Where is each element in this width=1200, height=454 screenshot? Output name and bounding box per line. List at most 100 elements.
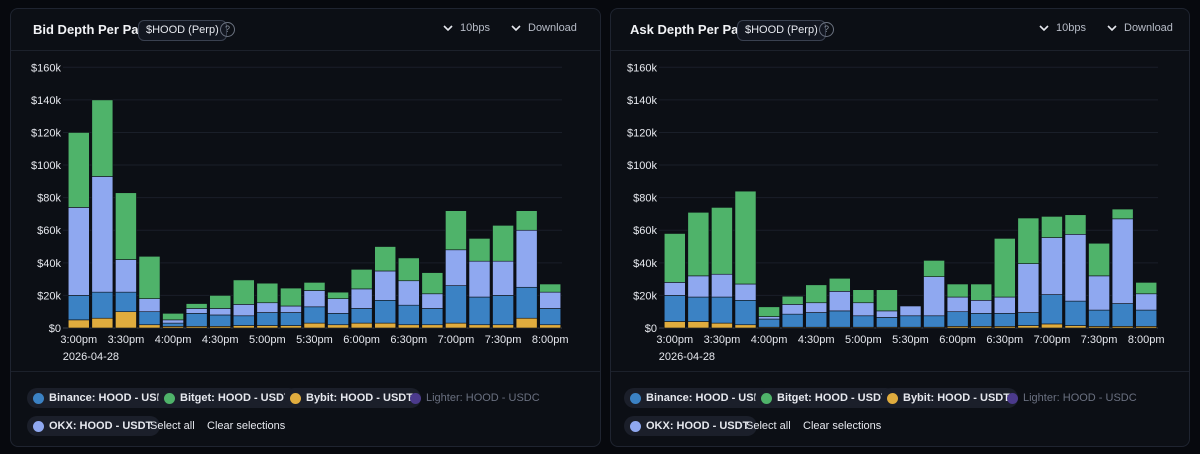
x-date-label: 2026-04-28	[63, 351, 119, 363]
y-tick-label: $60k	[633, 225, 657, 237]
x-tick-label: 6:00pm	[939, 334, 976, 346]
bar-segment-bitget	[1064, 214, 1087, 235]
bar-segment-okx	[687, 275, 710, 298]
bar-segment-binance	[115, 291, 137, 313]
bar-segment-okx	[91, 176, 114, 293]
legend-swatch	[33, 392, 44, 404]
bar-segment-okx	[734, 283, 757, 301]
download-dropdown[interactable]: Download	[1106, 22, 1173, 34]
bar-segment-binance	[492, 295, 514, 326]
legend-item-binance[interactable]: Binance: HOOD - USDT	[624, 388, 777, 408]
bar-segment-binance	[327, 313, 349, 326]
bar-segment-bybit	[1041, 323, 1063, 329]
panel-header: Ask Depth Per Pair $HOOD (Perp) ? 10bps …	[611, 9, 1189, 51]
x-tick-label: 3:00pm	[60, 334, 97, 346]
bar-segment-binance	[374, 300, 397, 324]
legend-item-binance[interactable]: Binance: HOOD - USDT	[27, 388, 180, 408]
bar-segment-bybit	[397, 324, 420, 329]
legend-item-okx[interactable]: OKX: HOOD - USDT	[27, 416, 161, 436]
bar-segment-okx	[280, 305, 302, 313]
bar-segment-bybit	[350, 322, 373, 329]
x-tick-label: 7:00pm	[438, 334, 475, 346]
legend-label: OKX: HOOD - USDT	[646, 420, 750, 432]
download-label: Download	[1124, 22, 1173, 34]
help-icon[interactable]: ?	[220, 22, 235, 37]
bar-segment-bitget	[67, 132, 90, 208]
download-dropdown[interactable]: Download	[510, 22, 577, 34]
bar-segment-okx	[303, 290, 326, 308]
bar-segment-binance	[970, 313, 993, 327]
bar-segment-binance	[397, 304, 420, 326]
legend-item-bybit[interactable]: Bybit: HOOD - USDT	[881, 388, 1018, 408]
bar-segment-bitget	[1135, 282, 1158, 295]
bar-segment-bitget	[91, 99, 114, 177]
bar-segment-bybit	[445, 322, 467, 329]
bar-segment-okx	[876, 310, 898, 318]
bar-segment-bybit	[232, 325, 255, 329]
bar-segment-binance	[91, 291, 114, 319]
legend-label: Bybit: HOOD - USDT	[306, 392, 413, 404]
bar-segment-binance	[687, 296, 710, 322]
bar-segment-okx	[397, 280, 420, 306]
asset-badge[interactable]: $HOOD (Perp)	[737, 20, 826, 41]
x-tick-label: 5:30pm	[892, 334, 929, 346]
bar-segment-binance	[67, 295, 90, 321]
y-tick-label: $100k	[31, 160, 61, 172]
legend-item-bitget[interactable]: Bitget: HOOD - USDT	[158, 388, 299, 408]
bar-segment-binance	[256, 312, 279, 326]
bar-segment-binance	[539, 308, 562, 326]
bar-segment-okx	[445, 249, 467, 286]
bar-segment-bybit	[1017, 325, 1040, 329]
bar-segment-okx	[993, 296, 1016, 314]
panel-title: Ask Depth Per Pair	[630, 22, 748, 37]
legend-label: OKX: HOOD - USDT	[49, 420, 153, 432]
download-label: Download	[528, 22, 577, 34]
select-all-button[interactable]: Select all	[746, 420, 791, 432]
legend-swatch	[761, 392, 772, 404]
bar-segment-okx	[67, 207, 90, 296]
y-tick-label: $0	[645, 323, 657, 335]
bps-dropdown[interactable]: 10bps	[442, 22, 490, 34]
x-tick-label: 3:00pm	[656, 334, 693, 346]
x-tick-label: 4:00pm	[751, 334, 788, 346]
bar-segment-bitget	[115, 192, 137, 260]
select-all-button[interactable]: Select all	[150, 420, 195, 432]
legend-item-lighter[interactable]: Lighter: HOOD - USDC	[404, 388, 548, 408]
bar-segment-okx	[828, 291, 851, 312]
legend-item-lighter[interactable]: Lighter: HOOD - USDC	[1001, 388, 1145, 408]
legend-item-bitget[interactable]: Bitget: HOOD - USDT	[755, 388, 896, 408]
bar-segment-binance	[162, 322, 184, 327]
y-tick-label: $80k	[633, 193, 657, 205]
bar-segment-bybit	[711, 322, 733, 329]
bar-segment-binance	[303, 306, 326, 324]
bar-segment-bitget	[970, 283, 993, 301]
bar-segment-okx	[256, 302, 279, 313]
bar-segment-bybit	[734, 324, 757, 329]
asset-badge[interactable]: $HOOD (Perp)	[138, 20, 227, 41]
legend-item-bybit[interactable]: Bybit: HOOD - USDT	[284, 388, 421, 408]
bar-segment-bybit	[327, 324, 349, 329]
bar-segment-okx	[185, 308, 208, 314]
bar-segment-bybit	[663, 321, 686, 329]
bps-label: 10bps	[1056, 22, 1086, 34]
legend-item-okx[interactable]: OKX: HOOD - USDT	[624, 416, 758, 436]
bar-segment-binance	[350, 308, 373, 324]
bar-segment-okx	[852, 302, 875, 317]
bar-segment-bitget	[687, 212, 710, 277]
clear-selections-button[interactable]: Clear selections	[207, 420, 286, 432]
bar-segment-bybit	[492, 324, 514, 329]
bar-segment-binance	[280, 312, 302, 326]
x-tick-label: 7:00pm	[1034, 334, 1071, 346]
bps-dropdown[interactable]: 10bps	[1038, 22, 1086, 34]
bar-segment-bybit	[303, 322, 326, 329]
bar-segment-okx	[758, 316, 780, 320]
bar-segment-binance	[1017, 312, 1040, 326]
bar-segment-binance	[734, 300, 757, 326]
bar-segment-binance	[1064, 300, 1087, 326]
bar-segment-binance	[711, 296, 733, 324]
help-icon[interactable]: ?	[819, 22, 834, 37]
clear-selections-button[interactable]: Clear selections	[803, 420, 882, 432]
y-tick-label: $100k	[627, 160, 657, 172]
y-tick-label: $120k	[31, 127, 61, 139]
legend-label: Bitget: HOOD - USDT	[180, 392, 291, 404]
